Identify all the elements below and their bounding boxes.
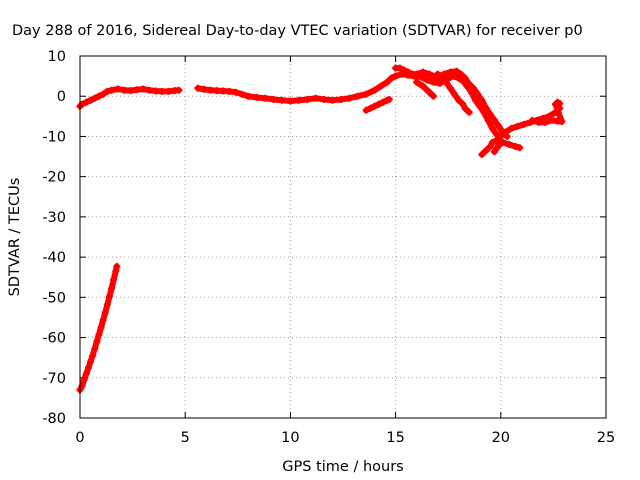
grid-lines <box>80 56 606 418</box>
y-tick-label: -50 <box>42 290 66 306</box>
data-point-run <box>384 96 393 104</box>
data-point-run <box>512 143 523 151</box>
data-point-run <box>495 140 504 149</box>
y-tick-label: -10 <box>42 129 66 145</box>
data-point-run <box>552 101 565 125</box>
data-point-run <box>554 99 563 107</box>
x-tick-label: 25 <box>597 430 615 446</box>
data-point-run <box>426 89 437 100</box>
x-tick-label: 20 <box>492 430 510 446</box>
chart-title: Day 288 of 2016, Sidereal Day-to-day VTE… <box>12 23 583 39</box>
x-axis-label: GPS time / hours <box>282 459 403 475</box>
data-point-run <box>499 129 511 140</box>
y-tick-labels: 10 0 -10 -20 -30 -40 -50 -60 -70 -80 <box>42 49 66 427</box>
x-tick-label: 10 <box>281 430 299 446</box>
y-tick-label: -80 <box>42 411 66 427</box>
plot-frame <box>79 55 607 419</box>
x-tick-label: 5 <box>181 430 190 446</box>
y-tick-label: -70 <box>42 371 66 387</box>
x-tick-label: 15 <box>386 430 404 446</box>
y-tick-label: 10 <box>48 49 66 65</box>
y-tick-label: -20 <box>42 170 66 186</box>
x-tick-labels: 0 5 10 15 20 25 <box>75 430 615 446</box>
y-tick-label: -40 <box>42 250 66 266</box>
y-axis-label: SDTVAR / TECUs <box>7 178 23 297</box>
x-tick-label: 0 <box>75 430 84 446</box>
data-point-run <box>462 105 473 116</box>
y-tick-label: -30 <box>42 210 66 226</box>
data-points <box>76 64 566 394</box>
data-point-run <box>112 263 120 275</box>
y-tick-label: -60 <box>42 331 66 347</box>
y-tick-label: 0 <box>57 89 66 105</box>
axis-ticks <box>79 55 607 419</box>
